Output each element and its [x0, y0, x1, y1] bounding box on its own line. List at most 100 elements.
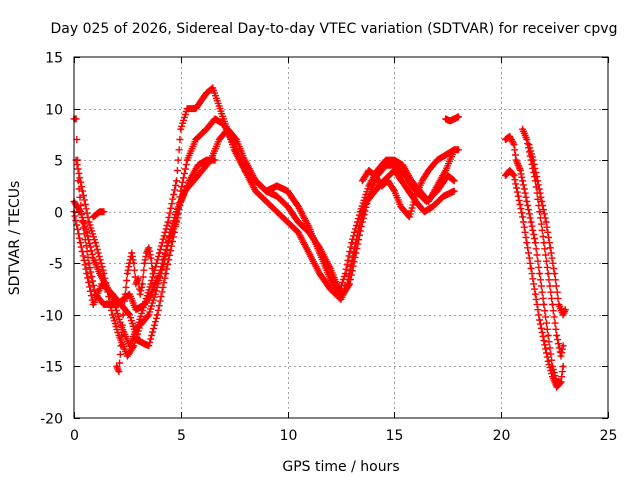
data-point — [561, 364, 565, 368]
data-point — [392, 163, 396, 167]
data-point — [200, 169, 204, 172]
data-point — [296, 230, 300, 234]
data-point — [147, 344, 151, 348]
series-markers — [70, 84, 458, 350]
data-point — [175, 179, 178, 183]
data-point — [407, 215, 411, 219]
data-point — [138, 323, 142, 327]
data-point — [444, 153, 448, 157]
data-point — [452, 148, 456, 152]
data-point — [151, 272, 155, 276]
data-point — [516, 194, 520, 198]
data-point — [125, 354, 129, 358]
data-point — [328, 277, 332, 281]
data-point — [213, 158, 217, 162]
data-point — [187, 179, 191, 183]
data-point — [444, 117, 448, 121]
series-track-7 — [358, 146, 458, 221]
data-point — [166, 241, 170, 245]
data-point — [110, 313, 114, 317]
x-tick-label: 5 — [177, 428, 186, 444]
data-point — [318, 251, 322, 255]
data-point — [431, 205, 435, 209]
data-point — [185, 158, 189, 162]
x-tick-label: 25 — [600, 428, 618, 444]
data-point — [448, 119, 452, 123]
data-point — [130, 251, 134, 255]
data-point — [175, 210, 178, 214]
data-point — [307, 225, 311, 229]
data-point — [551, 303, 554, 306]
data-point — [538, 272, 542, 276]
data-point — [401, 163, 405, 167]
data-point — [414, 194, 418, 198]
data-point — [504, 138, 507, 141]
data-point — [179, 199, 183, 203]
data-point — [525, 138, 529, 141]
data-point — [91, 303, 95, 306]
data-point — [222, 122, 225, 126]
data-point — [516, 163, 520, 167]
data-point — [132, 261, 136, 265]
data-point — [147, 313, 151, 317]
data-point — [553, 272, 557, 276]
data-point — [367, 169, 371, 172]
data-point — [392, 189, 396, 193]
data-point — [85, 272, 89, 276]
y-tick-label: 0 — [54, 206, 63, 222]
y-tick-label: -20 — [40, 412, 63, 428]
data-point — [91, 256, 95, 260]
data-point — [542, 339, 546, 343]
data-point — [529, 220, 533, 224]
data-point — [508, 134, 512, 138]
data-point — [546, 359, 550, 363]
x-tick-label: 0 — [70, 428, 79, 444]
data-point — [217, 138, 221, 141]
data-point — [134, 308, 138, 312]
data-point — [442, 194, 445, 198]
data-point — [166, 220, 170, 224]
x-tick-label: 10 — [280, 428, 298, 444]
data-point — [125, 272, 129, 276]
data-point — [143, 303, 146, 306]
data-point — [204, 127, 208, 131]
data-point — [457, 115, 460, 119]
data-point — [211, 86, 215, 90]
data-point — [87, 261, 91, 265]
y-tick-label: -10 — [40, 309, 63, 325]
data-point — [536, 179, 539, 183]
data-point — [102, 272, 106, 276]
data-point — [115, 364, 119, 368]
data-point — [264, 199, 268, 203]
data-point — [128, 292, 131, 296]
data-point — [254, 179, 258, 183]
data-point — [512, 143, 516, 147]
data-point — [538, 318, 542, 322]
data-point — [234, 138, 238, 141]
data-point — [373, 189, 377, 193]
data-point — [157, 251, 161, 255]
data-point — [452, 179, 456, 183]
data-point — [155, 313, 159, 317]
chart-title: Day 025 of 2026, Sidereal Day-to-day VTE… — [51, 21, 618, 37]
data-point — [243, 169, 247, 172]
data-point — [452, 117, 456, 121]
data-point — [296, 205, 300, 209]
series-track-9 — [502, 132, 565, 386]
data-point — [128, 344, 131, 348]
data-point — [98, 210, 102, 214]
series-markers — [72, 125, 462, 360]
data-point — [149, 292, 153, 296]
data-point — [542, 241, 546, 245]
data-point — [457, 148, 460, 152]
data-point — [119, 344, 123, 348]
data-point — [352, 251, 356, 255]
data-point — [121, 297, 125, 301]
data-point — [213, 117, 217, 121]
data-point — [143, 261, 146, 265]
data-point — [264, 189, 268, 193]
data-point — [128, 261, 131, 265]
data-point — [339, 297, 343, 301]
data-point — [102, 303, 106, 306]
data-point — [138, 292, 142, 296]
